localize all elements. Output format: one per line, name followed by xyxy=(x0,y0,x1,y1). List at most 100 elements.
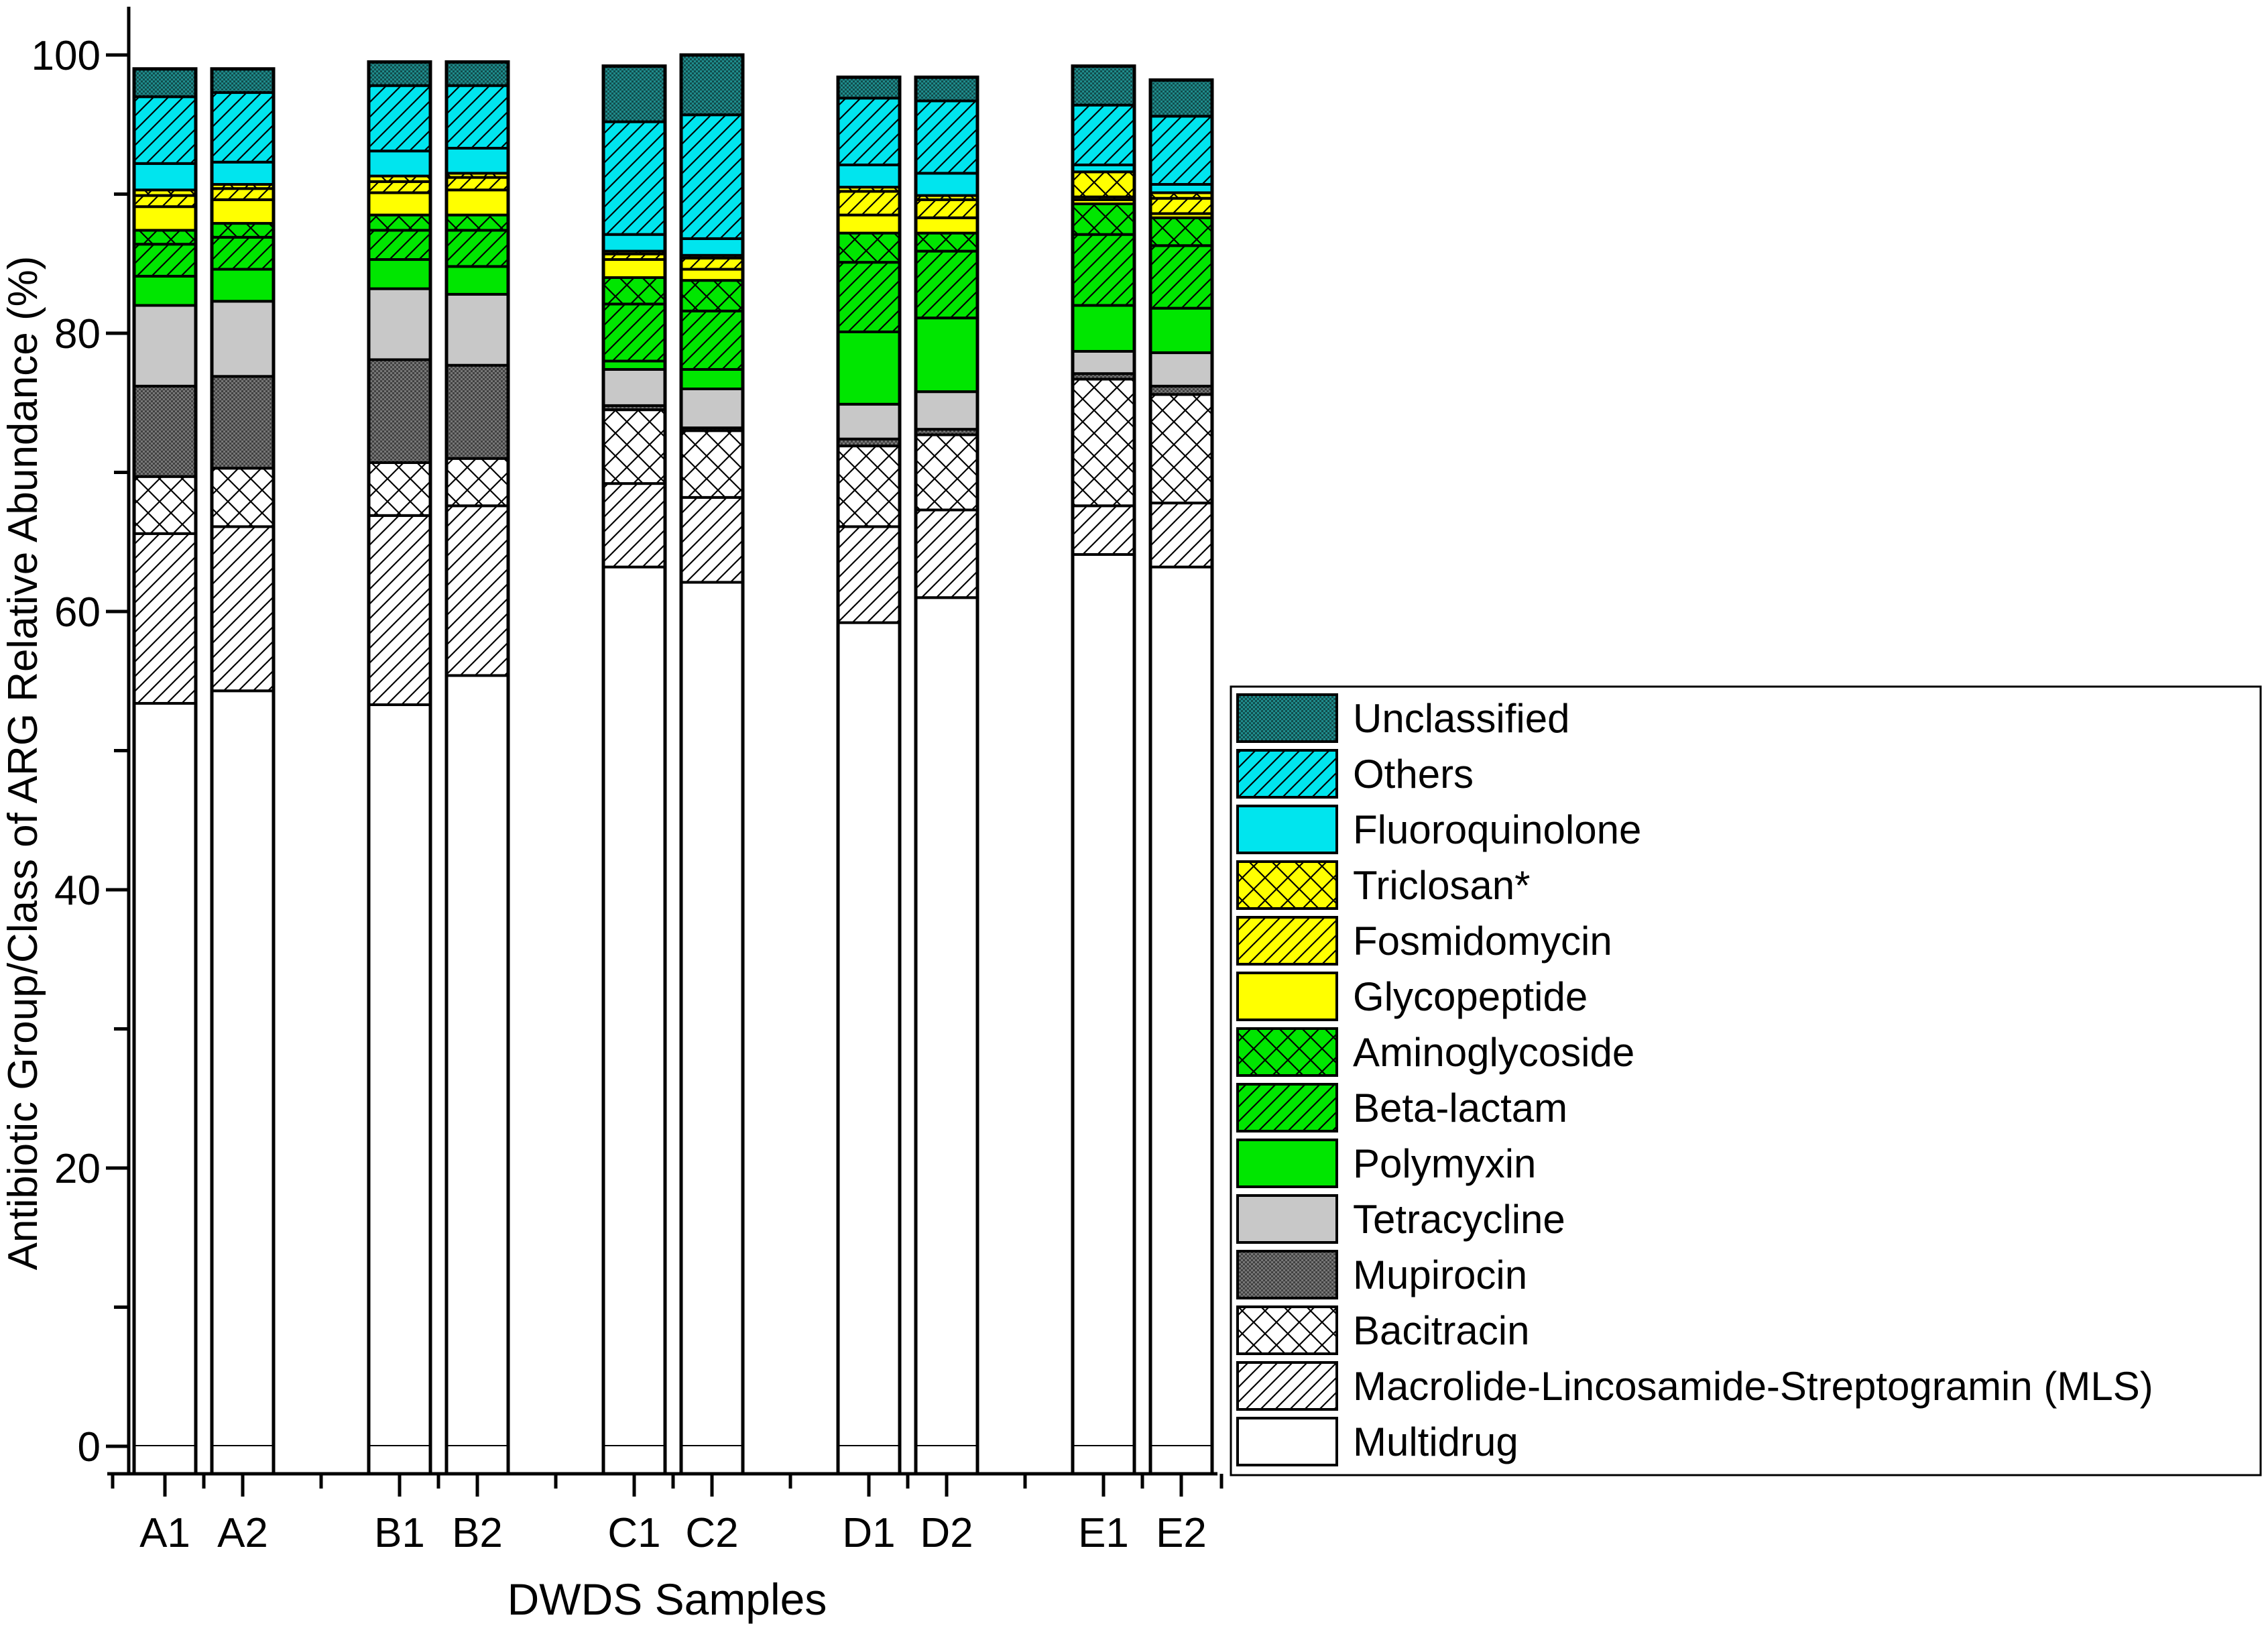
legend-swatch-pattern-aminoglycoside xyxy=(1238,1029,1337,1075)
bar-segment-d1-glycopeptide xyxy=(838,215,900,233)
bar-segment-pattern-a2-aminoglycoside xyxy=(212,223,274,237)
bar-segment-pattern-d1-beta-lactam xyxy=(838,262,900,332)
bar-segment-pattern-d1-fosmidomycin xyxy=(838,191,900,215)
bar-segment-pattern-e2-aminoglycoside xyxy=(1150,217,1212,246)
bar-segment-b1-fluoroquinolone xyxy=(369,151,430,176)
legend-label-multidrug: Multidrug xyxy=(1353,1419,1518,1464)
bar-segment-pattern-c1-bacitracin xyxy=(603,410,665,484)
y-axis-label: Antibiotic Group/Class of ARG Relative A… xyxy=(0,256,46,1271)
x-tick-label-e2: E2 xyxy=(1156,1510,1207,1556)
bar-segment-pattern-e2-fosmidomycin xyxy=(1150,198,1212,214)
bar-segment-pattern-b2-fosmidomycin xyxy=(446,177,508,190)
bar-segment-pattern-c2-beta-lactam xyxy=(681,310,743,369)
legend-label-aminoglycoside: Aminoglycoside xyxy=(1353,1030,1634,1075)
legend-entry-fluoroquinolone: Fluoroquinolone xyxy=(1236,805,1641,854)
legend-label-triclosan: Triclosan* xyxy=(1353,863,1531,908)
bar-segment-pattern-a2-unclassified xyxy=(212,68,274,93)
bar-segment-pattern-d2-others xyxy=(916,101,977,174)
bar-segment-b2-multidrug xyxy=(446,675,508,1447)
legend-entry-beta-lactam: Beta-lactam xyxy=(1236,1083,1567,1132)
bar-segment-pattern-a1-aminoglycoside xyxy=(134,230,196,245)
legend-swatch-pattern-others xyxy=(1238,750,1337,797)
bar-segment-pattern-b1-unclassified xyxy=(369,62,430,86)
bar-segment-d2-tetracycline xyxy=(916,392,977,430)
bar-segment-pattern-e1-unclassified xyxy=(1073,66,1134,105)
bar-segment-pattern-c2-triclosan xyxy=(681,255,743,258)
bar-segment-c2-multidrug xyxy=(681,582,743,1446)
bar-base-e2 xyxy=(1152,1446,1211,1472)
bar-segment-pattern-b1-beta-lactam xyxy=(369,230,430,260)
bar-base-a2 xyxy=(213,1446,272,1472)
bar-segment-pattern-e1-macrolide-lincosamide-streptogramin-mls xyxy=(1073,506,1134,555)
legend-swatch-glycopeptide xyxy=(1238,973,1337,1020)
plot-area xyxy=(132,53,1214,1476)
y-tick-label-0: 0 xyxy=(78,1424,101,1470)
bar-segment-e2-fluoroquinolone xyxy=(1150,184,1212,193)
bar-segment-pattern-c1-beta-lactam xyxy=(603,304,665,361)
bar-segment-e1-fluoroquinolone xyxy=(1073,164,1134,172)
bar-segment-pattern-a2-bacitracin xyxy=(212,468,274,527)
bar-segment-a1-tetracycline xyxy=(134,305,196,386)
bar-segment-pattern-b1-triclosan xyxy=(369,176,430,182)
bar-segment-pattern-a1-fosmidomycin xyxy=(134,195,196,207)
legend-swatch-fluoroquinolone xyxy=(1238,806,1337,853)
legend-entry-mupirocin: Mupirocin xyxy=(1236,1250,1527,1299)
legend-label-polymyxin: Polymyxin xyxy=(1353,1141,1536,1186)
bar-segment-e2-multidrug xyxy=(1150,567,1212,1446)
x-tick-label-b2: B2 xyxy=(452,1510,503,1556)
bar-segment-pattern-e1-bacitracin xyxy=(1073,379,1134,506)
legend-label-beta-lactam: Beta-lactam xyxy=(1353,1086,1567,1130)
bar-segment-d2-glycopeptide xyxy=(916,217,977,233)
bar-segment-b2-fluoroquinolone xyxy=(446,148,508,174)
bar-segment-b1-polymyxin xyxy=(369,259,430,289)
bar-segment-pattern-b1-others xyxy=(369,85,430,152)
bar-b2 xyxy=(444,60,510,1476)
bar-segment-a2-polymyxin xyxy=(212,269,274,302)
legend-swatch-outline-triclosan xyxy=(1236,860,1338,910)
x-tick-label-a1: A1 xyxy=(139,1510,190,1556)
bar-e1 xyxy=(1071,64,1136,1476)
bar-segment-b1-multidrug xyxy=(369,705,430,1446)
x-tick-label-b1: B1 xyxy=(374,1510,425,1556)
x-tick-label-e1: E1 xyxy=(1078,1510,1129,1556)
legend-swatch-outline-multidrug xyxy=(1236,1417,1338,1466)
legend-entry-fosmidomycin: Fosmidomycin xyxy=(1236,916,1612,966)
bar-segment-pattern-d1-mupirocin xyxy=(838,439,900,447)
legend-entry-multidrug: Multidrug xyxy=(1236,1417,1518,1466)
bar-segment-e1-polymyxin xyxy=(1073,305,1134,351)
bar-base-d1 xyxy=(839,1446,898,1472)
legend-label-tetracycline: Tetracycline xyxy=(1353,1197,1565,1242)
legend-swatch-outline-macrolide-lincosamide-streptogramin-mls xyxy=(1236,1361,1338,1411)
legend-entry-tetracycline: Tetracycline xyxy=(1236,1194,1565,1244)
x-tick-label-c1: C1 xyxy=(607,1510,660,1556)
bar-segment-pattern-c2-aminoglycoside xyxy=(681,280,743,311)
legend-entry-others: Others xyxy=(1236,749,1474,799)
legend-label-glycopeptide: Glycopeptide xyxy=(1353,974,1588,1019)
bar-segment-pattern-b2-mupirocin xyxy=(446,365,508,459)
bar-segment-pattern-c1-triclosan xyxy=(603,251,665,254)
legend-swatch-pattern-unclassified xyxy=(1238,695,1337,742)
bar-segment-a1-fluoroquinolone xyxy=(134,163,196,190)
bar-segment-c2-polymyxin xyxy=(681,369,743,389)
legend-entry-bacitracin: Bacitracin xyxy=(1236,1305,1529,1355)
bar-segment-pattern-a1-others xyxy=(134,97,196,164)
legend-swatch-pattern-mupirocin xyxy=(1238,1251,1337,1298)
bar-segment-pattern-a1-triclosan xyxy=(134,190,196,196)
legend-label-mupirocin: Mupirocin xyxy=(1353,1253,1527,1297)
bar-segment-pattern-e1-beta-lactam xyxy=(1073,234,1134,306)
bar-segment-pattern-c2-bacitracin xyxy=(681,430,743,498)
bar-segment-pattern-d1-others xyxy=(838,98,900,165)
bar-segment-d2-fluoroquinolone xyxy=(916,173,977,196)
bar-segment-c1-multidrug xyxy=(603,567,665,1446)
bar-segment-pattern-b2-beta-lactam xyxy=(446,230,508,267)
bar-segment-pattern-a1-macrolide-lincosamide-streptogramin-mls xyxy=(134,533,196,703)
bar-segment-b2-polymyxin xyxy=(446,266,508,294)
bar-segment-pattern-d2-unclassified xyxy=(916,77,977,101)
bar-segment-pattern-a1-unclassified xyxy=(134,68,196,97)
y-tick-label-80: 80 xyxy=(54,311,101,357)
legend-swatch-pattern-fosmidomycin xyxy=(1238,917,1337,964)
bar-segment-pattern-d2-macrolide-lincosamide-streptogramin-mls xyxy=(916,510,977,598)
legend-swatch-outline-mupirocin xyxy=(1236,1250,1338,1299)
